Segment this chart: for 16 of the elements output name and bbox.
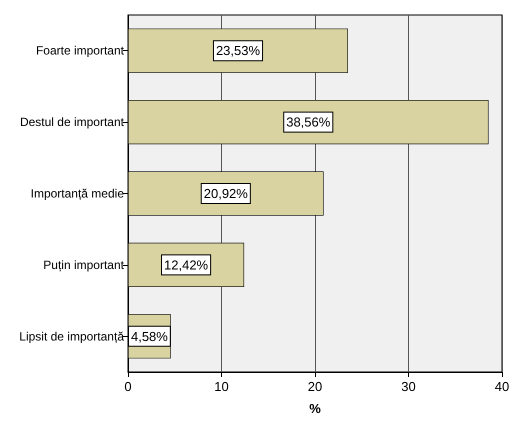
x-tick-label: 10 xyxy=(214,379,229,394)
y-tick-label: Lipsit de importanță xyxy=(19,329,124,344)
data-label: 23,53% xyxy=(216,43,260,58)
y-tick-label: Destul de important xyxy=(20,115,125,130)
x-tick-label: 0 xyxy=(124,379,132,394)
y-tick-label: Puțin important xyxy=(43,258,125,272)
data-label: 12,42% xyxy=(164,257,209,272)
data-label: 38,56% xyxy=(286,114,331,130)
y-tick-label: Foarte important xyxy=(36,44,125,58)
x-tick-label: 40 xyxy=(494,379,510,394)
data-label: 20,92% xyxy=(204,186,248,201)
data-label: 4,58% xyxy=(130,328,168,344)
x-tick-label: 30 xyxy=(401,379,416,394)
x-axis-title: % xyxy=(309,401,322,416)
y-tick-label: Importanță medie xyxy=(30,186,124,200)
x-tick-label: 20 xyxy=(308,379,322,394)
